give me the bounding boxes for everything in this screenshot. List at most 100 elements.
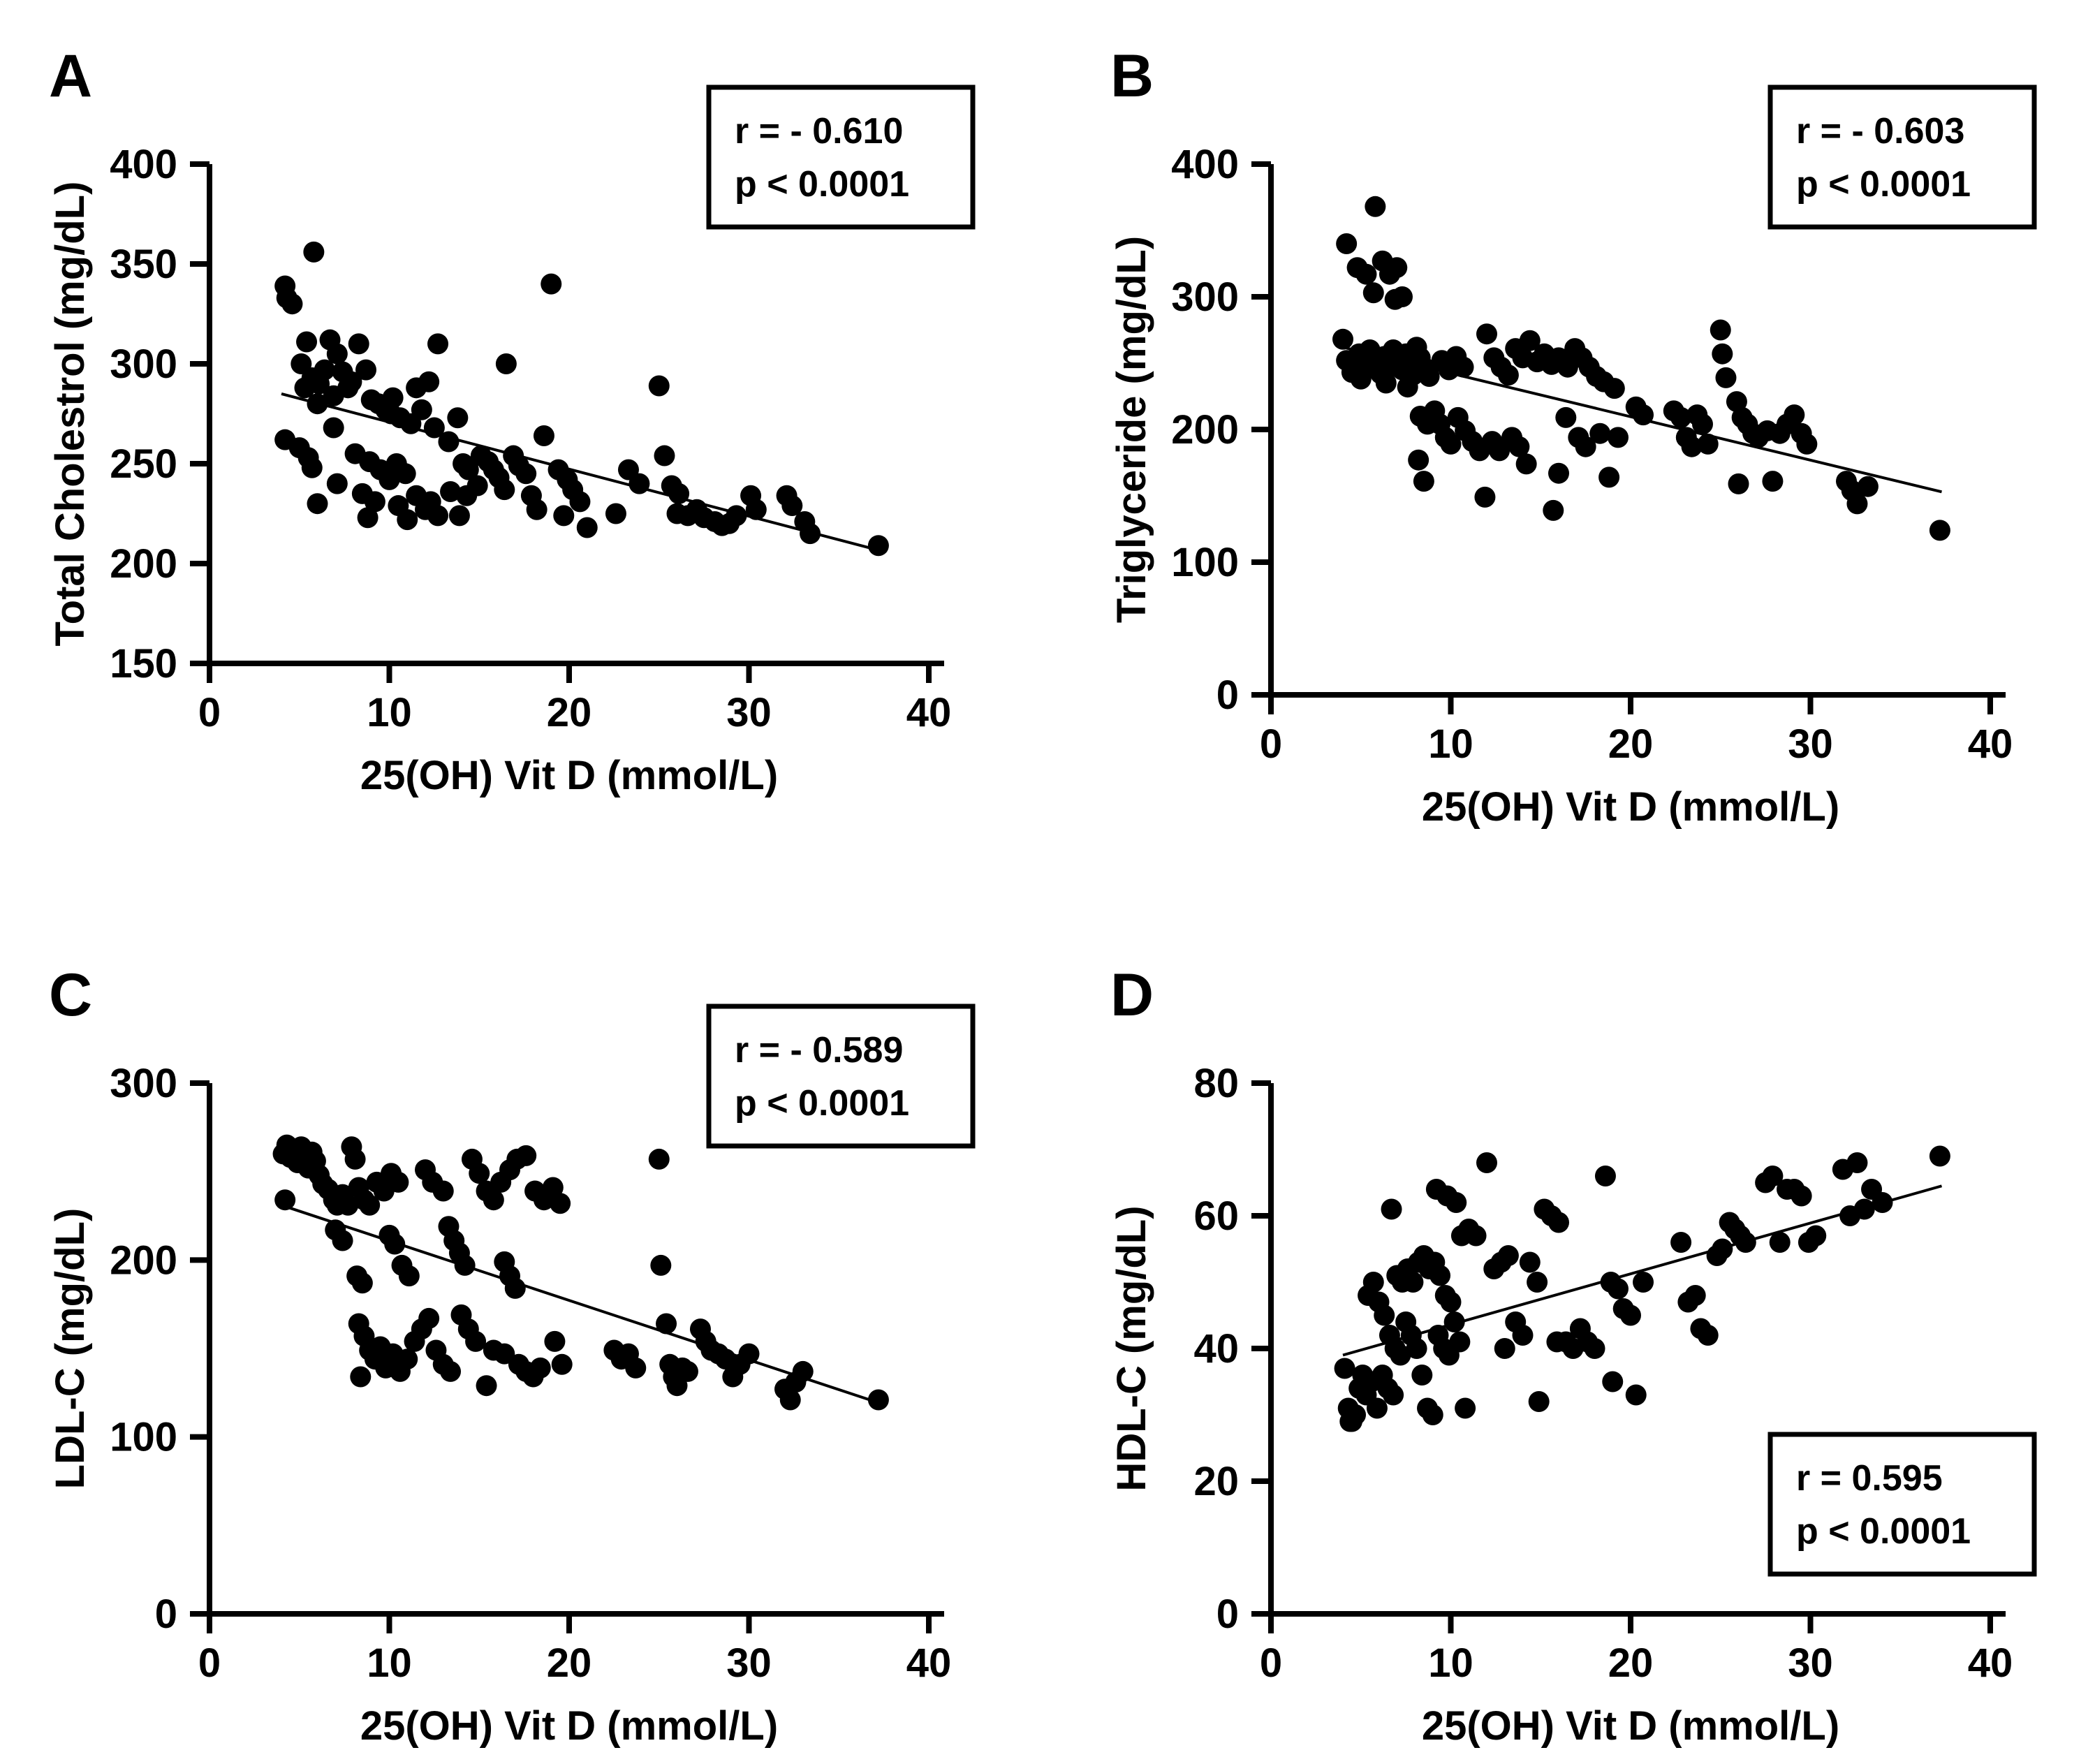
stats-box [1767,1432,2037,1577]
data-point [628,473,650,494]
data-point [504,1277,526,1299]
data-point [533,425,554,446]
data-point [726,505,747,527]
data-point [1418,366,1440,387]
data-point [1726,391,1747,413]
data-point [553,505,575,527]
data-point [550,1193,571,1214]
data-point [551,1353,573,1375]
data-point [1474,486,1496,508]
data-point [1402,1272,1424,1293]
data-point [359,1194,381,1216]
data-point [1692,413,1713,435]
data-point [494,1343,515,1365]
data-point [382,387,404,409]
data-point [1383,1384,1404,1406]
data-point [307,393,328,415]
data-point [677,1360,698,1382]
data-point [351,1272,373,1294]
scatter-plot-B: B 0 100 200 300 400 0 10 20 30 40 25(OH) Vit D (mmo… [1109,43,2037,830]
data-point [432,1180,454,1202]
x-tick-label: 0 [198,690,221,735]
data-point [427,333,449,355]
data-point [281,293,303,315]
data-point [447,407,469,429]
x-tick-label: 10 [1428,1640,1473,1686]
data-point [1670,406,1692,428]
data-point [1846,493,1868,515]
x-axis-title: 25(OH) Vit D (mmol/L) [1422,1703,1839,1749]
x-tick-label: 10 [367,1640,412,1686]
data-point [1594,1166,1616,1186]
data-point [1712,1238,1733,1260]
data-point [411,399,432,420]
y-tick-label: 300 [110,341,177,387]
data-point [1455,1397,1476,1419]
data-point [1391,286,1413,307]
y-tick-label: 0 [155,1592,177,1637]
y-tick-label: 80 [1193,1061,1239,1106]
data-point [515,463,537,485]
data-point [1362,1272,1384,1293]
data-point [1449,1331,1471,1353]
data-point [1512,1325,1534,1346]
data-point [800,523,821,545]
x-tick-label: 0 [1260,1640,1282,1686]
data-point [1853,1198,1875,1220]
y-tick-label: 250 [110,441,177,487]
data-point [301,457,323,478]
data-point [1620,1304,1641,1326]
data-point [1681,436,1703,457]
x-tick-label: 20 [1608,721,1654,767]
data-point [1489,440,1510,462]
x-tick-label: 10 [1428,721,1473,767]
x-axis-title: 25(OH) Vit D (mmol/L) [360,1703,778,1749]
data-point [1543,499,1564,521]
data-point [867,1389,889,1411]
data-point [1670,1232,1692,1253]
data-point [654,445,675,466]
data-point [1365,196,1386,217]
data-point [395,463,416,485]
x-tick-label: 40 [906,1640,952,1686]
data-point [1350,368,1372,390]
data-point [1446,1192,1467,1213]
p-value-label: p < 0.0001 [1796,164,1971,205]
data-point [1633,404,1654,426]
data-point [1791,1185,1812,1207]
x-tick-label: 40 [1968,721,2013,767]
data-point [348,333,369,355]
data-point [1453,356,1474,378]
panel-ldl-c: C 0 100 200 300 0 10 20 30 40 25(OH) Vit D (mmol/L… [28,933,1020,1764]
y-tick-label: 200 [1171,407,1239,453]
data-point [542,1177,564,1198]
data-point [1589,422,1611,444]
data-point [406,377,427,399]
data-point [440,481,462,503]
data-point [1476,1152,1497,1173]
data-point [576,517,598,538]
data-point [1497,1245,1519,1266]
data-point [1355,263,1377,285]
data-point [650,1254,672,1276]
p-value-label: p < 0.0001 [735,164,909,205]
y-tick-label: 300 [110,1061,177,1106]
data-point [418,1307,440,1329]
data-point [1546,1331,1568,1353]
data-point [1575,436,1596,457]
x-tick-label: 40 [906,690,952,735]
data-point [1406,1338,1427,1359]
data-point [1336,233,1358,254]
panel-triglyceride: B 0 100 200 300 400 0 10 20 30 40 25(OH) Vit D (mmo… [1089,14,2081,845]
data-point [1697,433,1719,455]
panel-letter: A [49,43,92,110]
data-point [398,1265,420,1287]
y-tick-label: 0 [1216,1592,1239,1637]
x-tick-label: 10 [367,690,412,735]
data-point [326,343,348,365]
data-point [1515,453,1537,475]
y-tick-label: 40 [1193,1326,1239,1372]
data-point [1602,1371,1624,1392]
data-point [303,241,325,263]
panel-letter: C [49,962,92,1029]
